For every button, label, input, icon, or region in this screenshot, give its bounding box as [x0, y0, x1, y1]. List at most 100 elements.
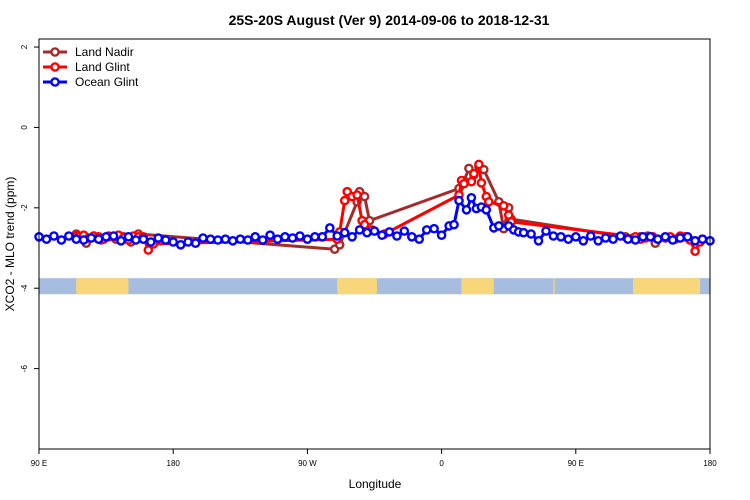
ocean-glint-point — [362, 227, 372, 238]
land-glint-point — [498, 200, 509, 211]
ocean-glint-point — [533, 235, 544, 246]
ocean-glint-point — [145, 237, 156, 247]
ocean-glint-point — [600, 233, 611, 243]
legend-item-land-nadir: Land Nadir — [43, 45, 134, 59]
land-segment — [553, 278, 555, 295]
ocean-glint-point — [436, 230, 447, 240]
ocean-glint-point — [578, 235, 589, 246]
ocean-glint-point — [250, 231, 260, 242]
ocean-glint-point — [131, 235, 141, 245]
land-nadir-point — [359, 191, 370, 202]
x-tick-label: 90 E — [568, 459, 584, 468]
ocean-glint-point — [71, 234, 82, 244]
x-tick-label: 180 — [167, 459, 181, 468]
ocean-glint-point — [518, 227, 529, 238]
ocean-glint-point — [324, 223, 335, 233]
land-segment — [632, 278, 701, 295]
ocean-glint-point — [317, 231, 328, 242]
y-tick-label: -2 — [20, 204, 29, 212]
land-segment — [76, 278, 129, 295]
ocean-glint-point — [675, 233, 686, 243]
ocean-glint-point — [354, 225, 365, 235]
x-tick-label: 90 E — [31, 459, 47, 468]
ocean-glint-point — [257, 235, 268, 245]
land-glint-point — [459, 178, 469, 189]
ocean-glint-point — [242, 235, 253, 245]
ocean-glint-point — [235, 234, 246, 244]
ocean-glint-point — [205, 234, 216, 244]
x-tick-label: 90 W — [298, 459, 317, 468]
x-axis-label: Longitude — [349, 477, 402, 491]
ocean-glint-point — [667, 235, 678, 245]
ocean-glint-point — [638, 231, 648, 242]
y-axis-label: XCO2 - MLO trend (ppm) — [3, 177, 17, 312]
ocean-glint-point — [138, 234, 149, 244]
legend-item-ocean-glint: Ocean Glint — [43, 75, 139, 89]
ocean-glint-point — [302, 234, 313, 244]
land-glint-point — [483, 196, 494, 207]
ocean-glint-point — [454, 195, 464, 206]
legend-item-land-glint: Land Glint — [43, 60, 130, 74]
ocean-glint-point — [153, 233, 164, 243]
ocean-glint-point — [272, 234, 283, 244]
ocean-glint-point — [213, 235, 223, 245]
ocean-glint-point — [392, 231, 402, 241]
ocean-glint-point — [64, 231, 74, 241]
ocean-glint-point — [556, 231, 566, 242]
land-glint-point — [469, 168, 479, 179]
ocean-glint-point — [123, 231, 134, 242]
land-segment — [337, 278, 377, 295]
land-glint-point — [690, 246, 700, 256]
ocean-glint-point — [280, 231, 290, 242]
ocean-glint-point — [78, 235, 89, 245]
x-axis: 90 E 180 90 W 0 90 E 180 — [31, 449, 717, 468]
legend-marker — [50, 47, 60, 57]
y-tick-label: 0 — [20, 125, 29, 130]
ocean-glint-point — [347, 231, 357, 242]
ocean-glint-point — [406, 231, 417, 242]
land-glint-point — [476, 178, 487, 188]
ocean-glint-point — [377, 230, 387, 240]
ocean-glint-point — [183, 237, 193, 247]
ocean-glint-point — [101, 231, 111, 242]
ocean-glint-point — [160, 235, 171, 245]
land-ocean-mask — [39, 278, 710, 295]
ocean-glint-point — [168, 237, 178, 247]
land-segment — [461, 278, 494, 295]
ocean-glint-point — [653, 234, 663, 244]
ocean-glint-point — [645, 231, 656, 242]
ocean-glint-point — [493, 221, 504, 231]
y-tick-label: -4 — [20, 284, 29, 292]
legend-label: Land Nadir — [75, 45, 134, 59]
ocean-glint-point — [399, 226, 410, 236]
ocean-glint-point — [295, 231, 305, 241]
ocean-glint-point — [660, 231, 671, 242]
ocean-glint-point — [93, 234, 104, 244]
ocean-glint-point — [56, 235, 67, 245]
plot-frame — [38, 38, 711, 450]
ocean-glint-point — [220, 234, 231, 244]
ocean-glint-point — [481, 204, 492, 215]
series-ocean-glint — [34, 192, 715, 250]
land-glint-point — [339, 195, 350, 206]
ocean-glint-point — [615, 231, 626, 241]
x-tick-label: 0 — [439, 459, 444, 468]
ocean-glint-point — [608, 234, 618, 244]
ocean-glint-point — [548, 231, 559, 241]
legend-marker — [50, 77, 60, 87]
ocean-glint-point — [190, 238, 201, 248]
ocean-glint-point — [414, 234, 425, 244]
ocean-glint-point — [339, 227, 350, 238]
ocean-glint-point — [541, 226, 551, 236]
ocean-glint-point — [563, 234, 574, 244]
ocean-glint-point — [682, 231, 693, 242]
ocean-glint-point — [287, 233, 298, 243]
ocean-glint-point — [623, 234, 633, 244]
ocean-glint-point — [585, 231, 596, 241]
legend-label: Ocean Glint — [75, 75, 139, 89]
land-glint-point — [466, 176, 477, 187]
legend-label: Land Glint — [75, 60, 130, 74]
y-tick-label: 2 — [20, 44, 29, 49]
